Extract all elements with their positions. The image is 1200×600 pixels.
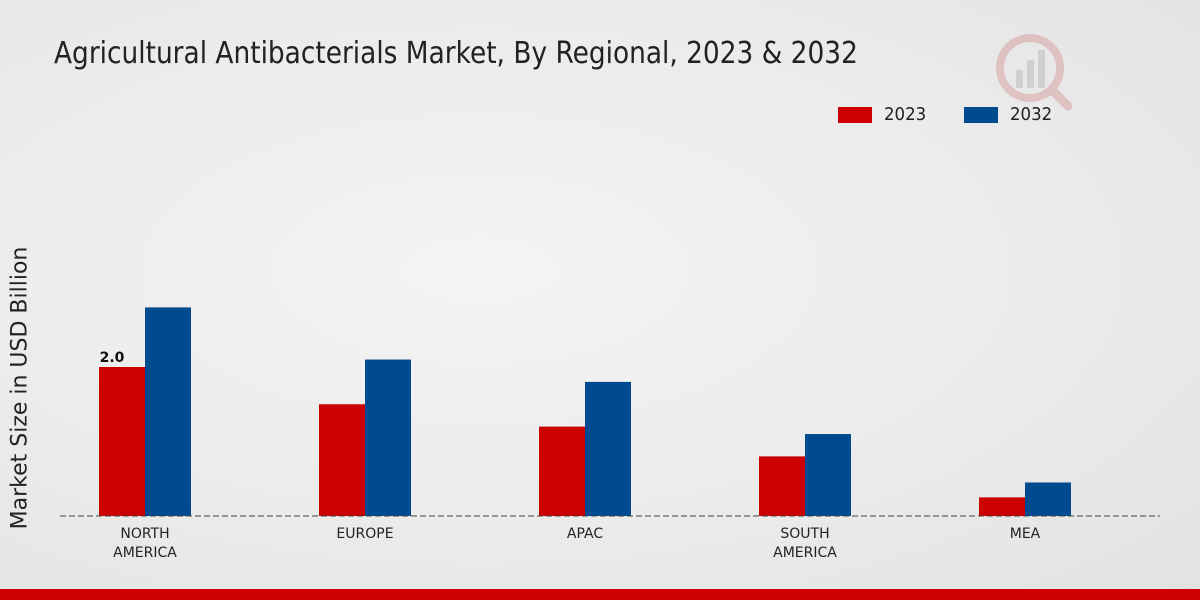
legend-swatch-2032 — [963, 106, 998, 123]
x-tick-label-2: APAC — [567, 526, 603, 542]
legend-label-2023: 2023 — [884, 104, 927, 125]
bar-2032-4 — [1025, 482, 1071, 516]
bottom-accent-bar — [0, 589, 1200, 600]
legend-item-2023: 2023 — [838, 104, 930, 125]
legend-item-2032: 2032 — [963, 104, 1056, 125]
bar-2032-2 — [585, 381, 631, 516]
chart-legend: 2023 2032 — [838, 104, 1090, 125]
x-tick-label-1: EUROPE — [336, 526, 393, 542]
x-tick-label-4: MEA — [1010, 526, 1041, 542]
bar-2032-3 — [805, 434, 851, 516]
bar-2023-1 — [319, 404, 365, 516]
bar-2023-2 — [539, 426, 585, 516]
bar-2023-3 — [759, 456, 805, 516]
legend-swatch-2023 — [838, 106, 872, 123]
bar-2032-1 — [365, 359, 411, 516]
x-tick-label-3: SOUTH AMERICA — [773, 526, 837, 561]
data-label-0: 2.0 — [100, 350, 125, 366]
chart-title: Agricultural Antibacterials Market, By R… — [54, 36, 858, 71]
bar-2032-0 — [145, 307, 191, 516]
brand-logo-icon — [996, 34, 1073, 111]
bar-2023-4 — [979, 497, 1025, 516]
bar-2023-0 — [99, 367, 145, 516]
legend-label-2032: 2032 — [1009, 104, 1052, 125]
x-tick-label-0: NORTH AMERICA — [113, 526, 177, 561]
